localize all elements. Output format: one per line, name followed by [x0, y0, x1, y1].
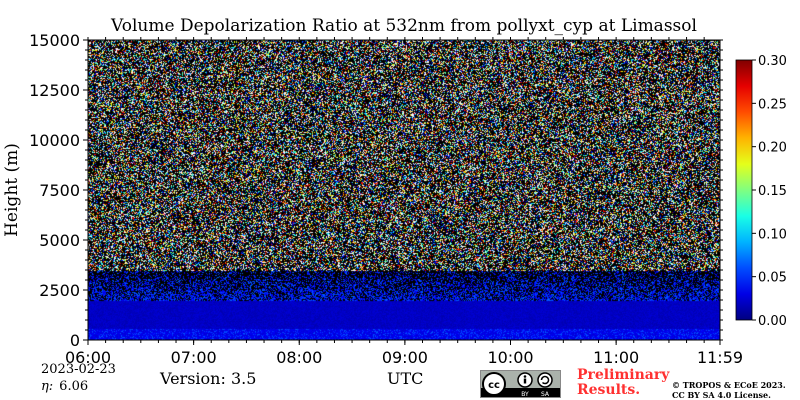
colorbar-tick-label: 0.25 [758, 97, 787, 112]
x-tick-label: 11:59 [697, 348, 743, 367]
chart-title: Volume Depolarization Ratio at 532nm fro… [111, 16, 697, 36]
colorbar-tick-label: 0.20 [758, 141, 787, 156]
svg-text:SA: SA [541, 391, 550, 397]
svg-text:BY: BY [521, 391, 529, 397]
x-tick-label: 10:00 [487, 348, 533, 367]
date-label: 2023-02-23 [41, 362, 116, 377]
y-tick-label: 0 [70, 331, 80, 350]
preliminary-line-2: Results. [577, 382, 641, 398]
eta-symbol: η: [41, 379, 54, 394]
x-tick-label: 09:00 [382, 348, 428, 367]
cc-license-logo: cc BY SA [480, 370, 561, 398]
y-tick-label: 7500 [39, 181, 80, 200]
x-tick-label: 07:00 [171, 348, 217, 367]
svg-text:cc: cc [488, 380, 500, 391]
y-tick-label: 10000 [29, 131, 80, 150]
colorbar-tick-label: 0.05 [758, 271, 787, 286]
x-axis-label: UTC [387, 369, 424, 388]
y-tick-label: 15000 [29, 31, 80, 50]
eta-label: η: 6.06 [41, 379, 88, 394]
y-tick-label: 5000 [39, 231, 80, 250]
eta-value: 6.06 [59, 379, 89, 394]
x-tick-label: 11:00 [593, 348, 639, 367]
colorbar-tick-label: 0.00 [758, 314, 787, 329]
x-tick-label: 06:00 [65, 348, 111, 367]
x-tick-label: 08:00 [276, 348, 322, 367]
preliminary-line-1: Preliminary [577, 367, 670, 383]
colorbar-tick-label: 0.10 [758, 227, 787, 242]
preliminary-results-note: Preliminary Results. [577, 368, 669, 398]
heatmap-field [88, 40, 720, 340]
copyright-note: © TROPOS & ECoE 2023. CC BY SA 4.0 Licen… [672, 380, 786, 400]
y-tick-label: 12500 [29, 81, 80, 100]
y-tick-label: 2500 [39, 281, 80, 300]
colorbar-tick-label: 0.30 [758, 54, 787, 69]
colorbar [735, 59, 753, 321]
version-label: Version: 3.5 [160, 369, 257, 388]
copyright-line-2: CC BY SA 4.0 License. [672, 390, 771, 400]
colorbar-tick-label: 0.15 [758, 184, 787, 199]
copyright-line-1: © TROPOS & ECoE 2023. [672, 380, 786, 390]
